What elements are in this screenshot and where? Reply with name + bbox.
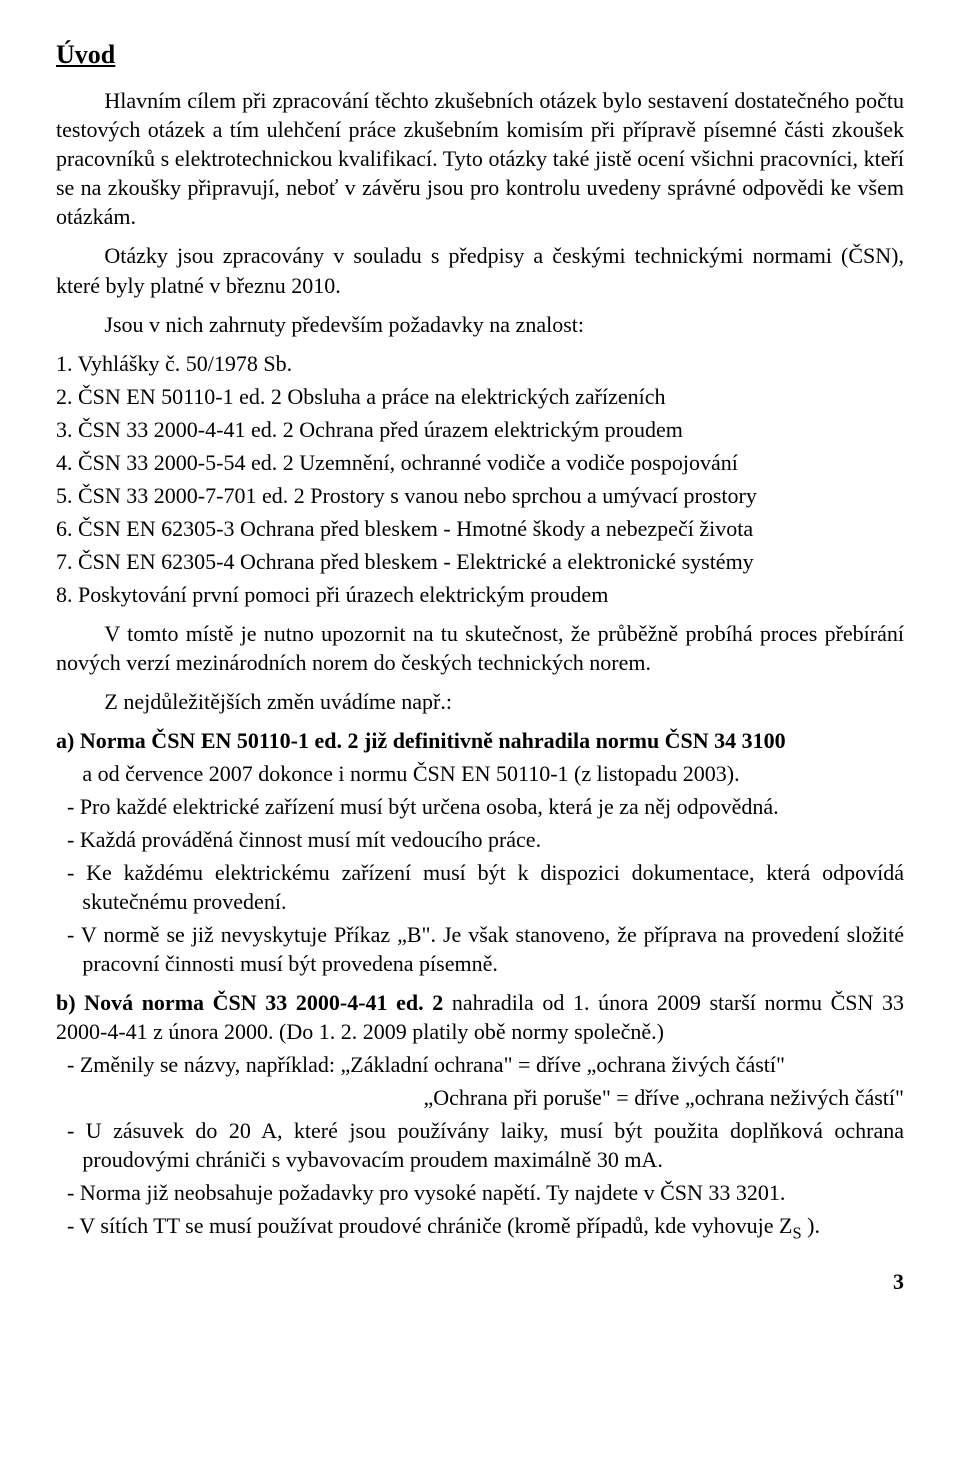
intro-paragraph-2: Otázky jsou zpracovány v souladu s předp…	[56, 241, 904, 299]
section-a-bold: a) Norma ČSN EN 50110-1 ed. 2 již defini…	[56, 728, 786, 753]
list-item: 5. ČSN 33 2000-7-701 ed. 2 Prostory s va…	[56, 481, 904, 510]
section-b-bold: b) Nová norma ČSN 33 2000-4-41 ed. 2	[56, 990, 443, 1015]
list-item: 7. ČSN EN 62305-4 Ochrana před bleskem -…	[56, 547, 904, 576]
section-b-item-text-a: - V sítích TT se musí používat proudové …	[67, 1213, 792, 1238]
section-b: b) Nová norma ČSN 33 2000-4-41 ed. 2 nah…	[56, 988, 904, 1244]
requirements-list: 1. Vyhlášky č. 50/1978 Sb. 2. ČSN EN 501…	[56, 349, 904, 609]
intro-paragraph-1: Hlavním cílem při zpracování těchto zkuš…	[56, 86, 904, 231]
section-b-label: b) Nová norma ČSN 33 2000-4-41 ed. 2 nah…	[56, 988, 904, 1046]
page-heading: Úvod	[56, 38, 904, 72]
section-a-item: - V normě se již nevyskytuje Příkaz „B".…	[56, 920, 904, 978]
intro-paragraph-3: Jsou v nich zahrnuty především požadavky…	[56, 310, 904, 339]
list-item: 3. ČSN 33 2000-4-41 ed. 2 Ochrana před ú…	[56, 415, 904, 444]
section-b-item: - Norma již neobsahuje požadavky pro vys…	[56, 1178, 904, 1207]
section-b-item: - V sítích TT se musí používat proudové …	[56, 1211, 904, 1244]
section-a-cont: a od července 2007 dokonce i normu ČSN E…	[56, 759, 904, 788]
section-b-item-text-b: ).	[802, 1213, 820, 1238]
list-item: 1. Vyhlášky č. 50/1978 Sb.	[56, 349, 904, 378]
list-item: 4. ČSN 33 2000-5-54 ed. 2 Uzemnění, ochr…	[56, 448, 904, 477]
section-a-item: - Každá prováděná činnost musí mít vedou…	[56, 825, 904, 854]
section-b-item-cont: „Ochrana při poruše" = dříve „ochrana ne…	[56, 1083, 904, 1112]
section-b-item: - U zásuvek do 20 A, které jsou používán…	[56, 1116, 904, 1174]
section-b-item: - Změnily se názvy, například: „Základní…	[56, 1050, 904, 1079]
list-item: 8. Poskytování první pomoci při úrazech …	[56, 580, 904, 609]
section-a-item: - Pro každé elektrické zařízení musí být…	[56, 792, 904, 821]
list-item: 6. ČSN EN 62305-3 Ochrana před bleskem -…	[56, 514, 904, 543]
note-paragraph: V tomto místě je nutno upozornit na tu s…	[56, 619, 904, 677]
page-number: 3	[56, 1267, 904, 1296]
section-a-item: - Ke každému elektrickému zařízení musí …	[56, 858, 904, 916]
section-a: a) Norma ČSN EN 50110-1 ed. 2 již defini…	[56, 726, 904, 978]
list-item: 2. ČSN EN 50110-1 ed. 2 Obsluha a práce …	[56, 382, 904, 411]
changes-intro: Z nejdůležitějších změn uvádíme např.:	[56, 687, 904, 716]
subscript-s: S	[792, 1224, 801, 1243]
section-a-label: a) Norma ČSN EN 50110-1 ed. 2 již defini…	[56, 726, 904, 755]
